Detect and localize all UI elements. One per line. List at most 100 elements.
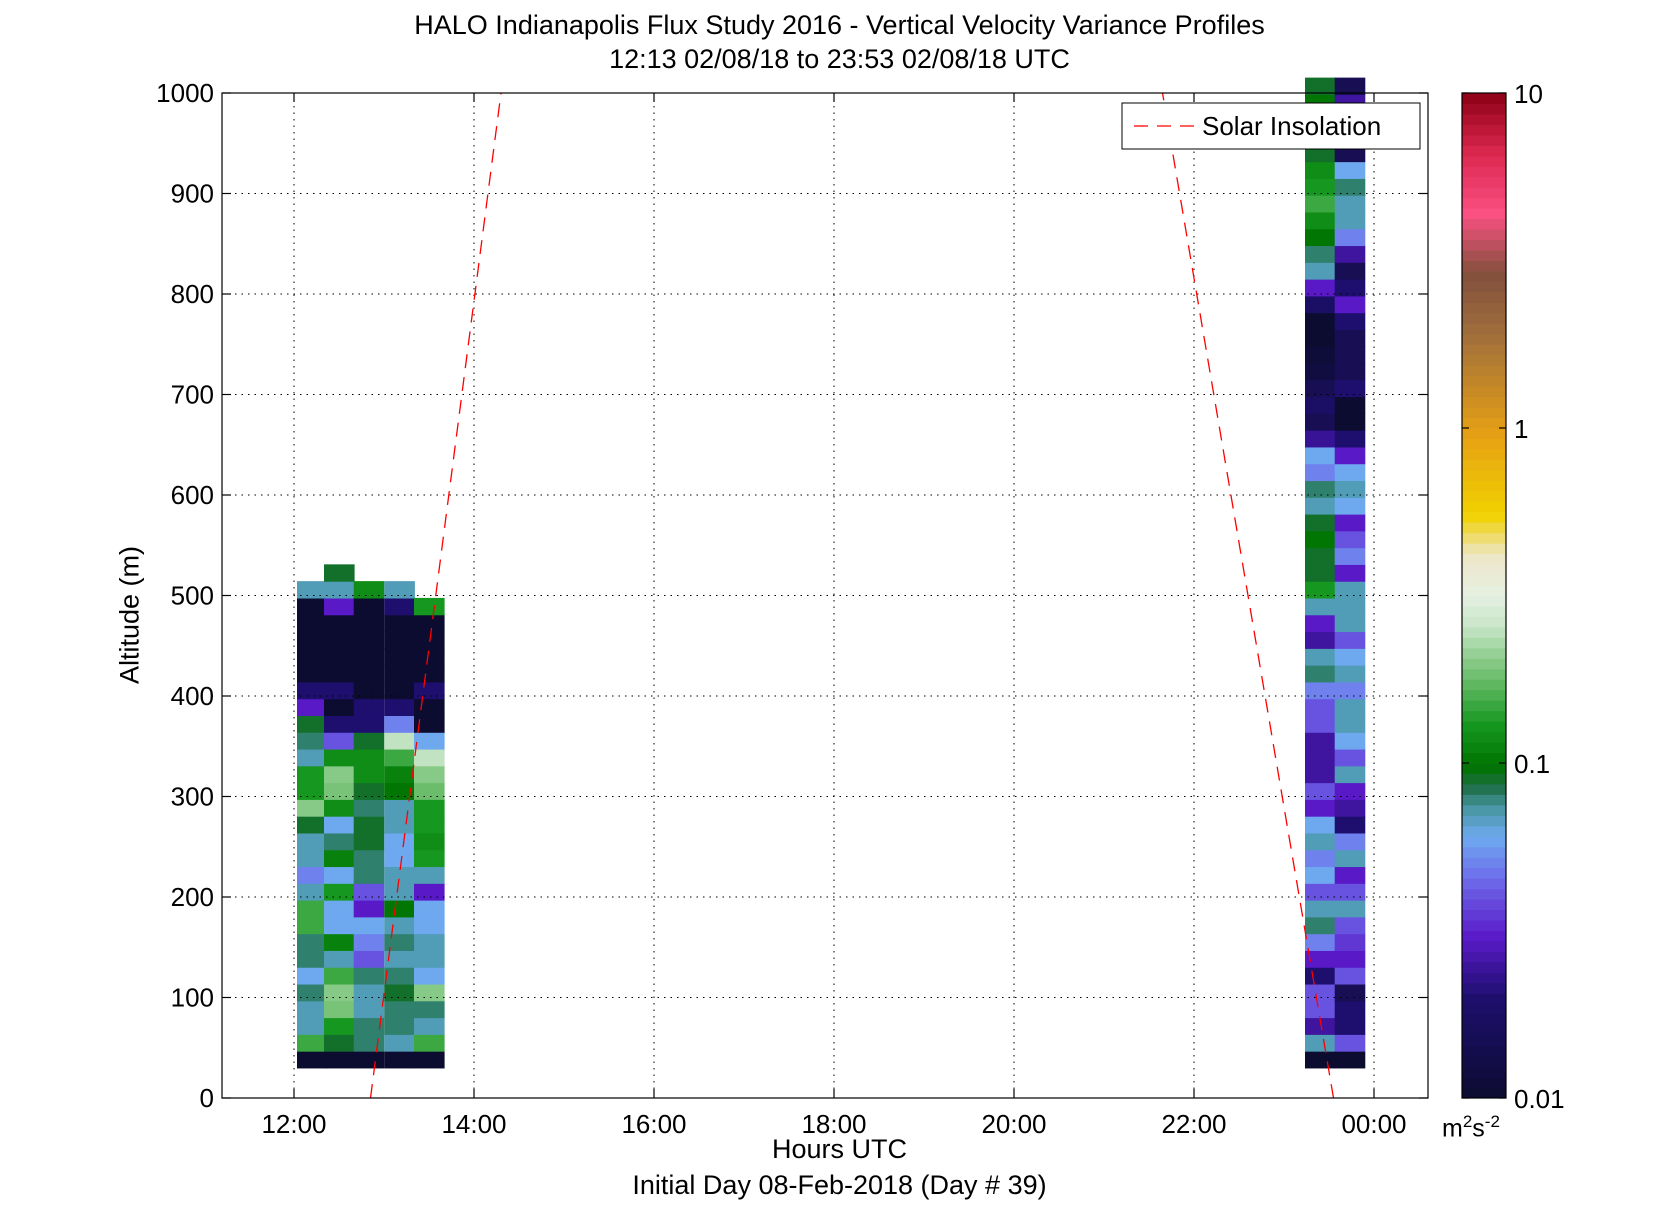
colorbar-swatch [1462, 993, 1506, 1005]
y-tick-label: 500 [171, 581, 214, 611]
colorbar-swatch [1462, 1056, 1506, 1068]
heatmap-cell [1334, 547, 1366, 565]
heatmap-cell [414, 799, 445, 817]
y-tick-label: 700 [171, 380, 214, 410]
heatmap-cell [353, 665, 385, 683]
heatmap-cell [1305, 715, 1336, 733]
heatmap-cell [414, 698, 445, 716]
colorbar-swatch [1462, 689, 1506, 701]
colorbar-swatch [1462, 187, 1506, 199]
heatmap-cell [1305, 967, 1336, 985]
heatmap-cell [1305, 597, 1336, 616]
heatmap-cell [1305, 564, 1336, 582]
heatmap-cell [324, 883, 355, 901]
heatmap-cell [1334, 614, 1366, 633]
heatmap-cell [1305, 900, 1336, 918]
x-axis-sublabel: Initial Day 08-Feb-2018 (Day # 39) [632, 1170, 1047, 1200]
heatmap-cell [1305, 866, 1336, 884]
heatmap-cell [1305, 950, 1336, 968]
colorbar-swatch [1462, 1024, 1506, 1036]
heatmap-cell [1334, 513, 1366, 532]
colorbar-swatch [1462, 281, 1506, 293]
heatmap-cell [414, 849, 445, 868]
colorbar-swatch [1462, 846, 1506, 858]
heatmap-cell [384, 866, 415, 884]
heatmap-cell [384, 765, 415, 784]
heatmap-cell [414, 597, 445, 616]
colorbar-swatch [1462, 197, 1506, 209]
heatmap-cell [324, 765, 355, 784]
heatmap-cell [1334, 732, 1366, 750]
heatmap-cell [384, 597, 415, 616]
heatmap-cell [384, 631, 415, 649]
heatmap-cell [324, 732, 355, 750]
heatmap-cell [353, 748, 385, 767]
heatmap-cell [297, 715, 328, 733]
heatmap-cell [384, 883, 415, 901]
heatmap-cell [1305, 346, 1336, 364]
colorbar-swatch [1462, 951, 1506, 963]
colorbar-swatch [1462, 804, 1506, 816]
heatmap-cell [1305, 279, 1336, 297]
heatmap-cell [384, 832, 415, 851]
y-tick-label: 300 [171, 782, 214, 812]
x-tick-label: 14:00 [441, 1109, 506, 1139]
colorbar-swatch [1462, 626, 1506, 638]
colorbar-swatch [1462, 637, 1506, 649]
heatmap-cell [1334, 832, 1366, 851]
colorbar-swatch [1462, 375, 1506, 387]
colorbar-swatch [1462, 783, 1506, 795]
heatmap-cell [297, 950, 328, 968]
heatmap-cell [1334, 748, 1366, 767]
colorbar-units: m2s-2 [1442, 1112, 1500, 1143]
heatmap-cell [297, 698, 328, 716]
colorbar-swatch [1462, 647, 1506, 659]
heatmap-cell [1334, 983, 1366, 1002]
colorbar-tick-label: 0.01 [1514, 1084, 1565, 1114]
heatmap-cell [1305, 362, 1336, 381]
heatmap-cell [1334, 262, 1366, 280]
colorbar-swatch [1462, 679, 1506, 691]
x-tick-label: 20:00 [981, 1109, 1046, 1139]
colorbar-swatch [1462, 407, 1506, 419]
colorbar-swatch [1462, 553, 1506, 565]
colorbar-swatch [1462, 344, 1506, 356]
heatmap-cell [1334, 765, 1366, 784]
heatmap-cell [384, 648, 415, 666]
colorbar-swatch [1462, 752, 1506, 764]
heatmap-cell [1305, 765, 1336, 784]
y-tick-label: 600 [171, 480, 214, 510]
heatmap-cell [1305, 513, 1336, 532]
colorbar-tick-label: 0.1 [1514, 749, 1550, 779]
heatmap-cell [1334, 379, 1366, 398]
heatmap-cell [1334, 648, 1366, 666]
colorbar-tick-label: 1 [1514, 414, 1528, 444]
colorbar-swatch [1462, 742, 1506, 754]
x-tick-label: 12:00 [261, 1109, 326, 1139]
colorbar-swatch [1462, 448, 1506, 460]
heatmap-cell [297, 983, 328, 1002]
heatmap-cell [414, 614, 445, 633]
colorbar-swatch [1462, 721, 1506, 733]
heatmap-cell [297, 648, 328, 666]
colorbar-swatch [1462, 438, 1506, 450]
axis-ticks: 12:00 14:00 16:00 18:00 20:00 22:00 00:00 0 100 2… [156, 78, 1428, 1139]
colorbar-border [1461, 92, 1507, 1099]
colorbar-swatch [1462, 867, 1506, 879]
heatmap-cell [1305, 379, 1336, 398]
heatmap-cell [1334, 396, 1366, 414]
colorbar-swatch [1462, 323, 1506, 335]
heatmap-cell [297, 665, 328, 683]
heatmap-cell [324, 1051, 355, 1069]
colorbar-swatch [1462, 155, 1506, 167]
heatmap-cell [1305, 832, 1336, 851]
heatmap-cell [414, 765, 445, 784]
heatmap-cell [1334, 816, 1366, 834]
heatmap-cell [297, 1017, 328, 1035]
legend: Solar Insolation [1121, 102, 1421, 150]
colorbar-swatch [1462, 511, 1506, 523]
heatmap-cell [324, 581, 355, 599]
heatmap-cell [297, 581, 328, 599]
colorbar-swatch [1462, 208, 1506, 220]
